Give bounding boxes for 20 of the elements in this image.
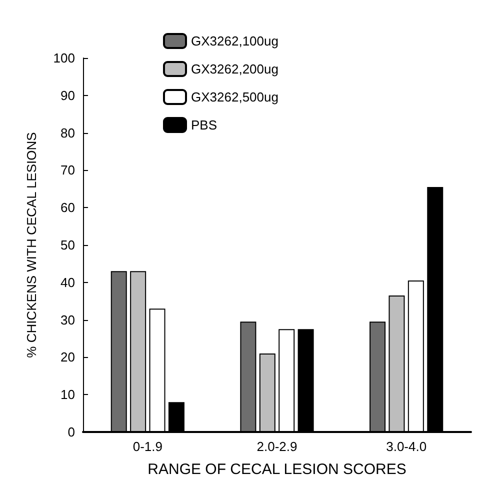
x-axis-title: RANGE OF CECAL LESION SCORES (148, 461, 406, 478)
y-tick-label: 50 (60, 238, 75, 252)
y-tick-label: 30 (60, 312, 75, 328)
legend-label: GX3262,100ug (191, 34, 278, 48)
y-axis-title: % CHICKENS WITH CECAL LESIONS (24, 132, 39, 358)
y-tick-label: 80 (60, 125, 75, 140)
y-tick-label: 100 (53, 50, 75, 66)
y-tick-label: 70 (60, 162, 75, 178)
x-tick-label: 3.0-4.0 (386, 439, 427, 454)
legend-label: GX3262,200ug (191, 62, 278, 76)
y-tick-label: 40 (60, 274, 75, 290)
y-tick-label: 90 (60, 88, 75, 103)
y-tick-label: 0 (68, 424, 75, 440)
y-tick-label: 10 (60, 387, 75, 402)
legend-label: PBS (191, 118, 218, 132)
legend-label: GX3262,500ug (191, 90, 278, 104)
x-tick-label: 2.0-2.9 (256, 439, 298, 454)
x-tick-label: 0-1.9 (132, 439, 162, 454)
y-tick-label: 60 (60, 200, 75, 216)
y-tick-label: 20 (60, 350, 75, 365)
